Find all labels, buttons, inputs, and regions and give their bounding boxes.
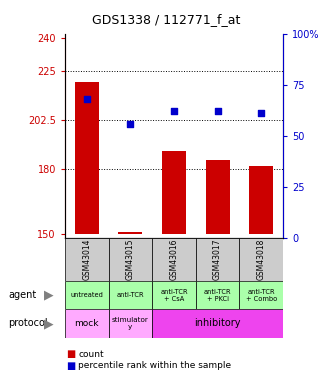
Bar: [196, 238, 239, 281]
Bar: [205, 160, 230, 234]
Bar: [65, 238, 109, 281]
Text: anti-TCR
+ CsA: anti-TCR + CsA: [160, 289, 188, 302]
Text: GSM43016: GSM43016: [169, 239, 178, 280]
Text: anti-TCR: anti-TCR: [117, 292, 144, 298]
Bar: [239, 281, 283, 309]
Point: [258, 111, 264, 117]
Text: protocol: protocol: [8, 318, 48, 328]
Text: agent: agent: [8, 290, 37, 300]
Text: stimulator
y: stimulator y: [112, 317, 149, 330]
Text: ■: ■: [67, 361, 76, 370]
Text: ▶: ▶: [44, 317, 53, 330]
Text: mock: mock: [75, 319, 99, 328]
Bar: [196, 281, 239, 309]
Point: [128, 121, 133, 127]
Bar: [109, 309, 152, 338]
Point: [171, 108, 176, 114]
Text: ■: ■: [67, 350, 76, 359]
Text: untreated: untreated: [70, 292, 103, 298]
Bar: [152, 281, 196, 309]
Text: GSM43015: GSM43015: [126, 239, 135, 280]
Text: GDS1338 / 112771_f_at: GDS1338 / 112771_f_at: [92, 13, 241, 26]
Text: GSM43014: GSM43014: [82, 239, 91, 280]
Bar: [249, 166, 273, 234]
Bar: [65, 309, 109, 338]
Bar: [109, 281, 152, 309]
Bar: [109, 238, 152, 281]
Text: GSM43018: GSM43018: [257, 239, 266, 280]
Text: inhibitory: inhibitory: [194, 318, 241, 328]
Text: ▶: ▶: [44, 289, 53, 302]
Point: [215, 108, 220, 114]
Bar: [75, 82, 99, 234]
Bar: [152, 309, 283, 338]
Bar: [152, 238, 196, 281]
Bar: [162, 151, 186, 234]
Bar: [118, 232, 143, 234]
Bar: [65, 281, 109, 309]
Text: count: count: [78, 350, 104, 359]
Bar: [239, 238, 283, 281]
Text: GSM43017: GSM43017: [213, 239, 222, 280]
Text: anti-TCR
+ Combo: anti-TCR + Combo: [246, 289, 277, 302]
Text: anti-TCR
+ PKCi: anti-TCR + PKCi: [204, 289, 231, 302]
Point: [84, 96, 89, 102]
Text: percentile rank within the sample: percentile rank within the sample: [78, 361, 231, 370]
